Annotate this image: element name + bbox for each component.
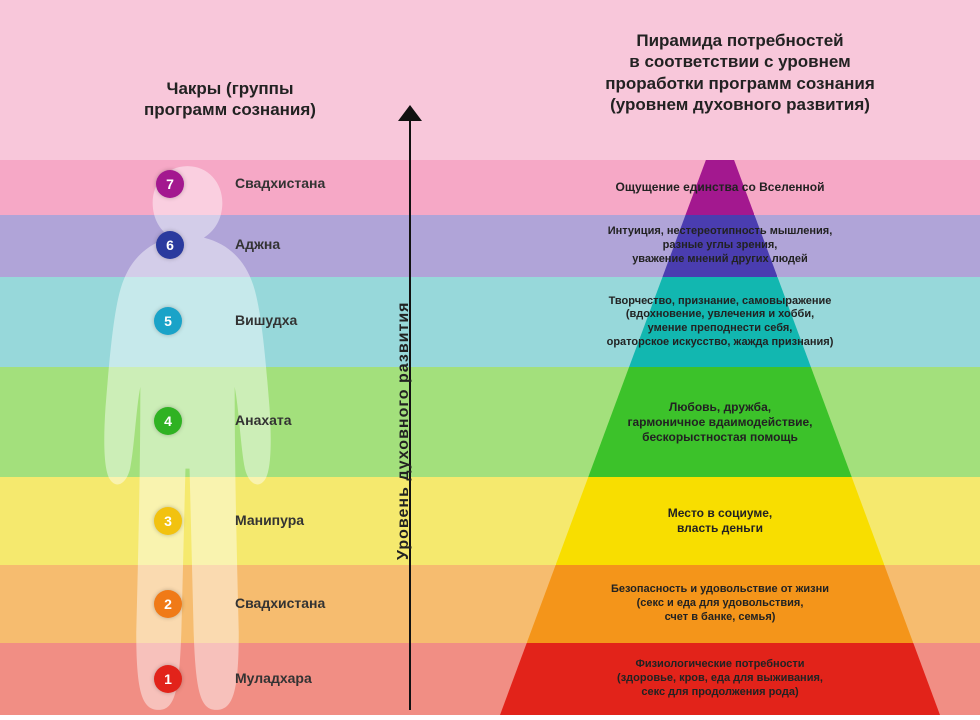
pyramid-slice-1: [500, 643, 940, 715]
chakra-dot-2: 2: [154, 590, 182, 618]
chakra-dot-1: 1: [154, 665, 182, 693]
right-title: Пирамида потребностей в соответствии с у…: [530, 30, 950, 115]
chakra-dot-7: 7: [156, 170, 184, 198]
pyramid-slice-3: [556, 477, 885, 565]
chakra-label-6: Аджна: [235, 236, 280, 252]
pyramid-slice-2: [527, 565, 914, 643]
chakra-label-5: Вишудха: [235, 312, 297, 328]
chakra-dot-5: 5: [154, 307, 182, 335]
chakra-dot-4: 4: [154, 407, 182, 435]
chakra-label-4: Анахата: [235, 412, 292, 428]
chakra-label-2: Свадхистана: [235, 595, 325, 611]
chakra-label-1: Муладхара: [235, 670, 312, 686]
axis-label: Уровень духовного развития: [395, 301, 413, 560]
chakra-dot-3: 3: [154, 507, 182, 535]
left-title: Чакры (группы программ сознания): [100, 78, 360, 121]
chakra-label-3: Манипура: [235, 512, 304, 528]
infographic-canvas: 7СвадхистанаОщущение единства со Вселенн…: [0, 0, 980, 720]
chakra-label-7: Свадхистана: [235, 175, 325, 191]
chakra-dot-6: 6: [156, 231, 184, 259]
pyramid-slice-4: [588, 367, 851, 477]
axis-arrowhead-icon: [398, 105, 422, 121]
